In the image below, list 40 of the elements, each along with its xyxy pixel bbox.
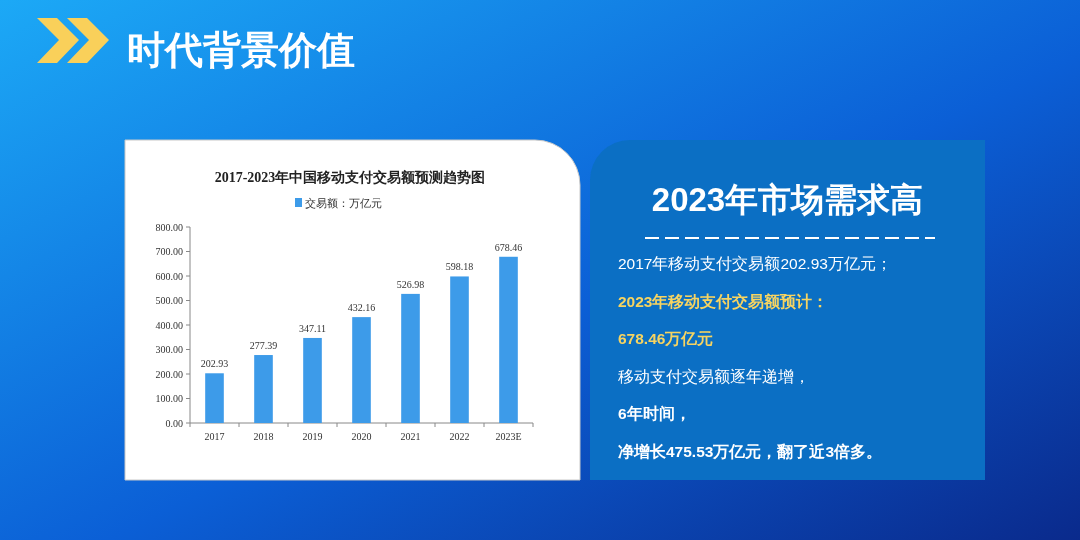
text: 678.46万亿元 — [618, 330, 714, 347]
text: 6年时间， — [618, 405, 691, 422]
chart-title: 2017-2023年中国移动支付交易额预测趋势图 — [214, 169, 486, 185]
bar — [352, 317, 371, 423]
text: 2017年移动支付交易额202.93万亿元； — [618, 255, 892, 272]
x-tick-label: 2017 — [204, 431, 225, 442]
legend-label: 交易额：万亿元 — [305, 197, 382, 209]
data-label: 598.18 — [445, 261, 474, 273]
y-tick-label: 600.00 — [155, 270, 183, 282]
data-label: 277.39 — [249, 340, 278, 352]
bar — [450, 276, 469, 423]
y-tick-label: 700.00 — [155, 246, 183, 257]
x-tick-label: 2023E — [495, 431, 522, 442]
text: 移动支付交易额逐年递增， — [618, 367, 810, 385]
bar — [401, 293, 420, 423]
y-tick-label: 200.00 — [155, 368, 183, 380]
x-tick-label: 2021 — [400, 431, 421, 442]
text: 净增长475.53万亿元，翻了近3倍多。 — [618, 442, 883, 460]
bar — [205, 373, 224, 423]
text: 时代背景价值 — [127, 29, 355, 71]
data-label: 526.98 — [396, 278, 425, 290]
x-tick-label: 2019 — [302, 431, 323, 442]
x-tick-label: 2022 — [449, 431, 470, 442]
data-label: 347.11 — [298, 322, 327, 334]
x-tick-label: 2020 — [351, 431, 372, 442]
y-tick-label: 100.00 — [155, 393, 183, 404]
bar — [499, 256, 518, 423]
bar — [254, 355, 273, 423]
data-label: 678.46 — [494, 241, 523, 253]
text: 2023年移动支付交易额预计： — [618, 291, 829, 310]
text: 2023年市场需求高 — [651, 181, 924, 218]
data-label: 432.16 — [347, 302, 376, 314]
y-tick-label: 500.00 — [155, 295, 183, 306]
y-tick-label: 0.00 — [165, 417, 183, 429]
x-tick-label: 2018 — [253, 431, 274, 442]
y-tick-label: 300.00 — [155, 344, 183, 355]
y-tick-label: 400.00 — [155, 319, 183, 331]
y-tick-label: 800.00 — [155, 221, 183, 233]
data-label: 202.93 — [200, 358, 229, 370]
bar — [303, 337, 322, 423]
